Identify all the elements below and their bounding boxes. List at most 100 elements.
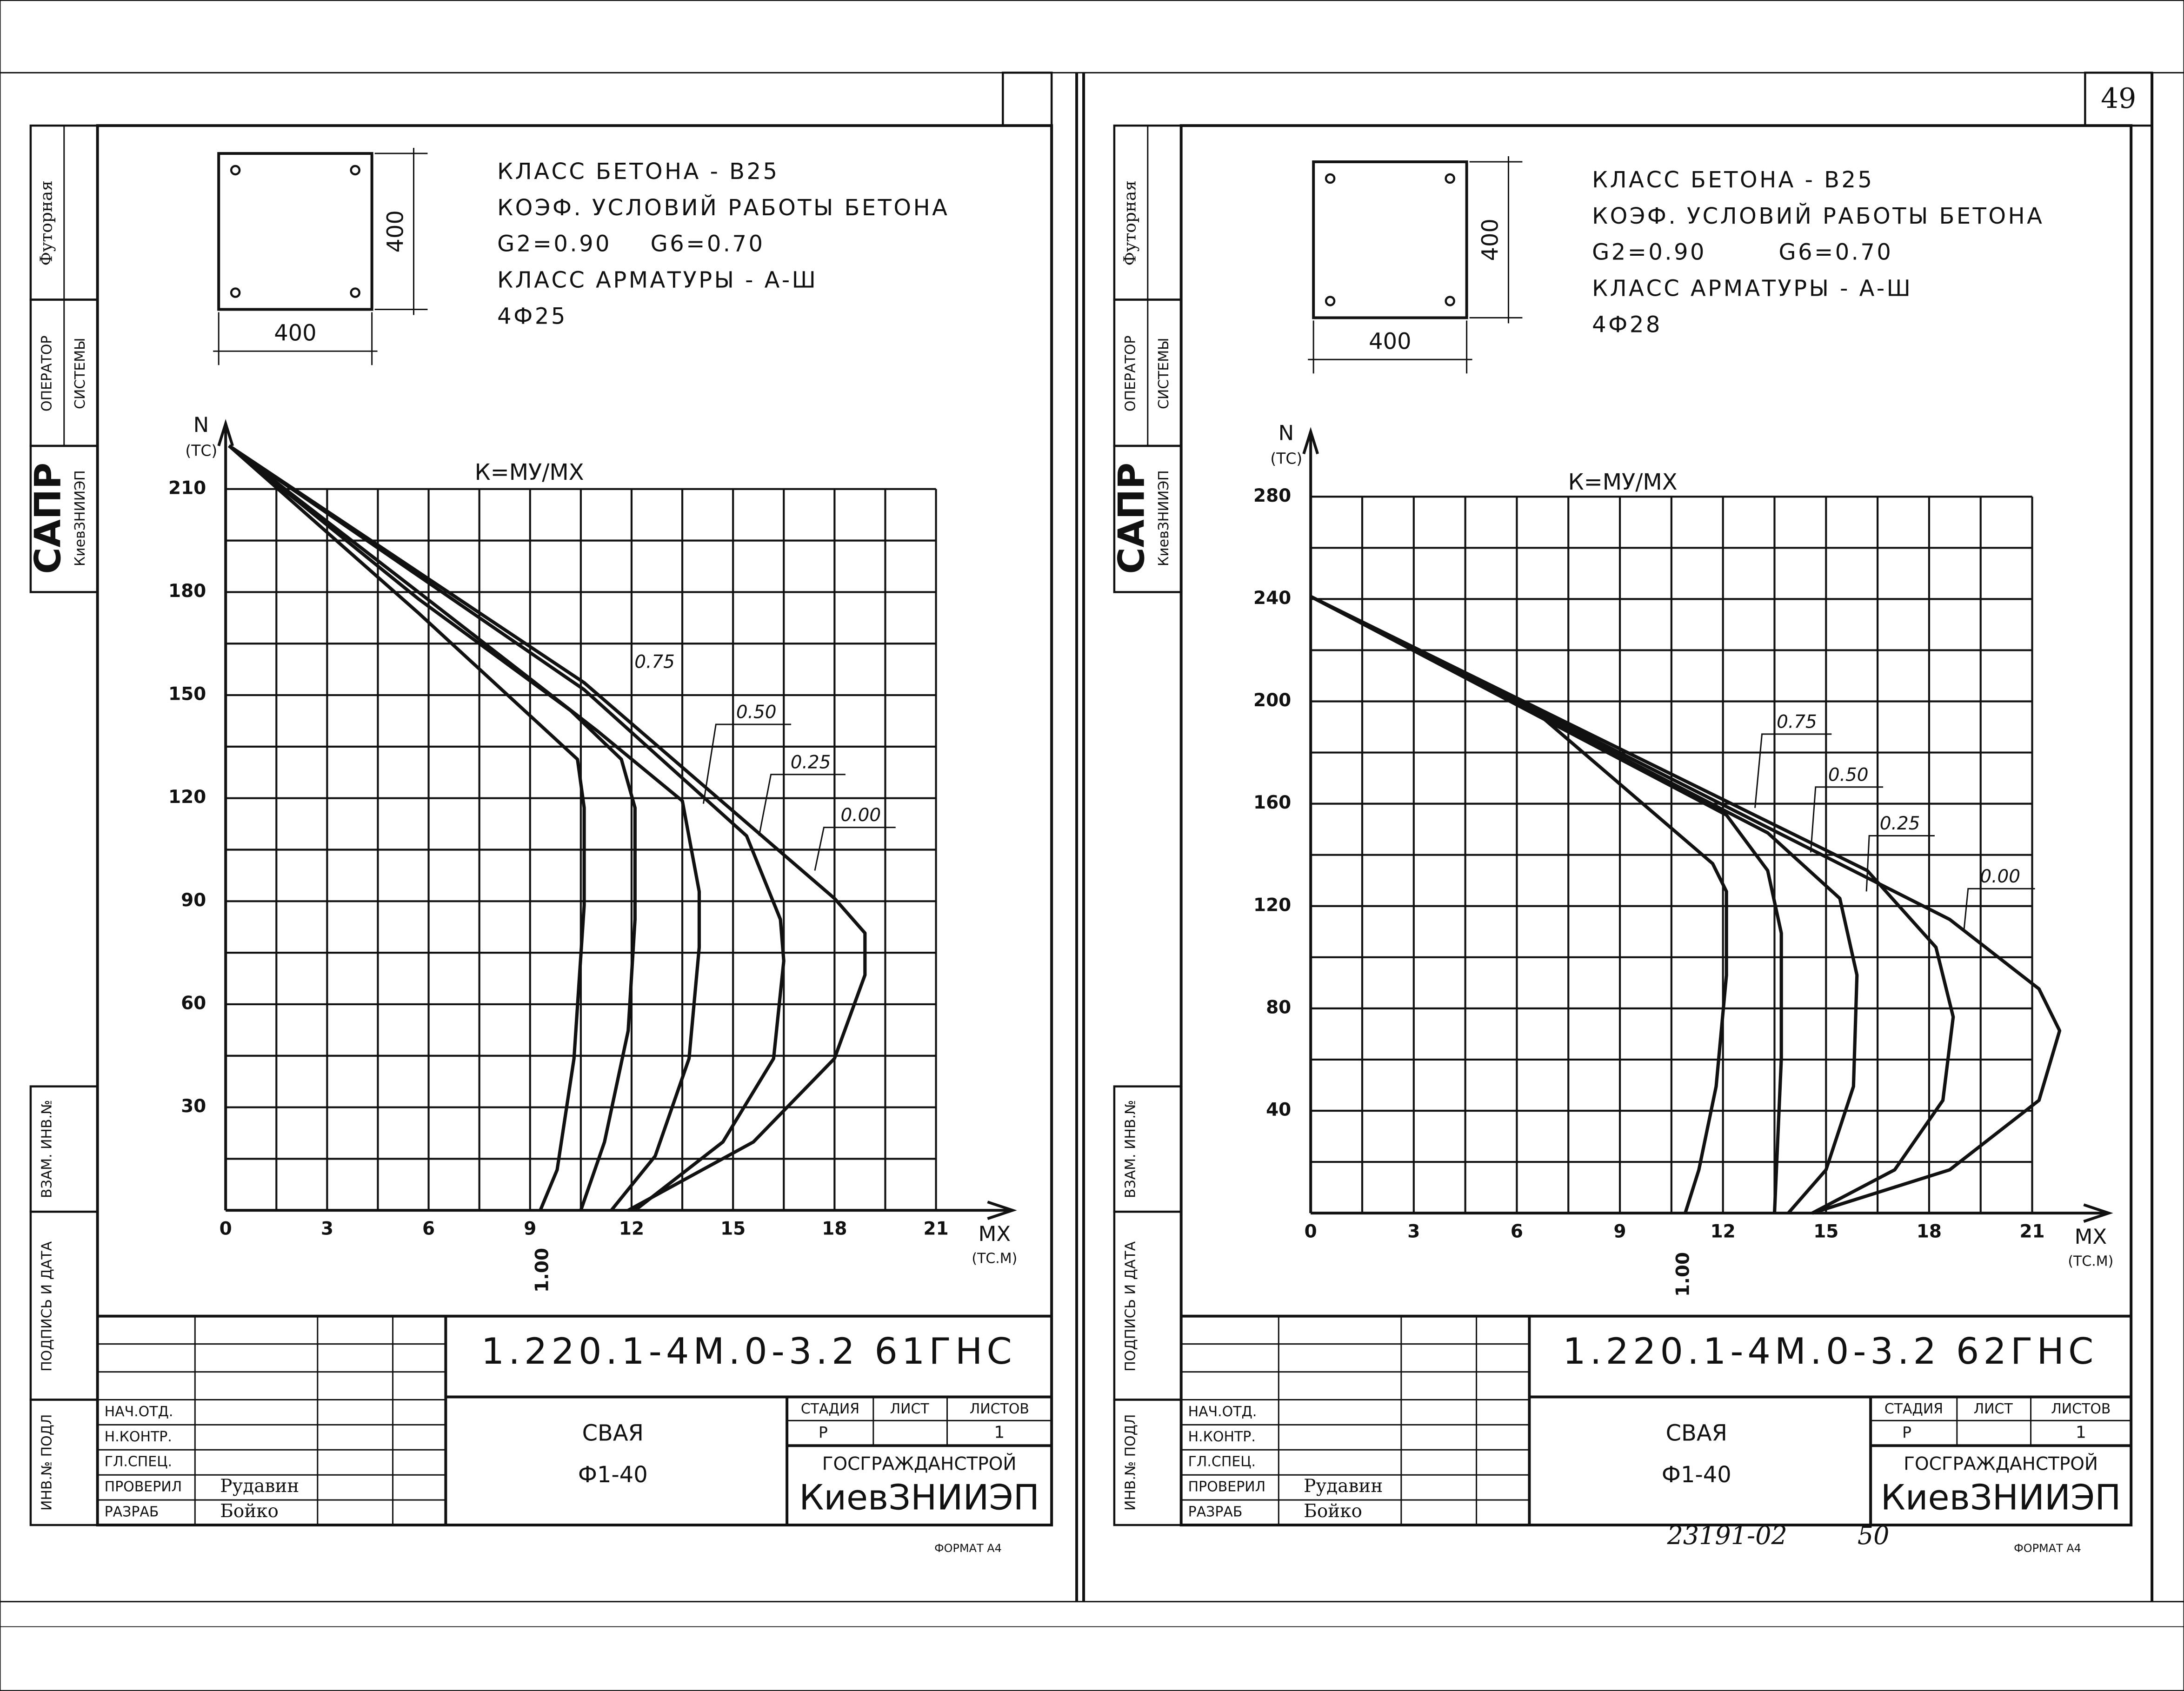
note: 4Ф25: [497, 304, 567, 329]
interaction-curve: [228, 444, 786, 1212]
rebar: [350, 287, 360, 298]
axis-arrow: [1302, 427, 1319, 455]
pile-section: [1312, 160, 1468, 319]
series-label: 0.75: [1777, 711, 1817, 732]
x-tick-label: 18: [822, 1219, 847, 1240]
side-strip-text: ПОДПИСЬ И ДАТА: [1122, 1241, 1139, 1371]
role: ГЛ.СПЕЦ.: [105, 1454, 172, 1470]
x-tick-label: 3: [1407, 1221, 1420, 1242]
x-tick-label: 6: [1511, 1221, 1523, 1242]
role: РАЗРАБ: [1188, 1504, 1243, 1520]
interaction-curve: [1310, 595, 2062, 1215]
y-tick-label: 120: [168, 787, 206, 808]
x-axis-unit: (ТС.М): [972, 1250, 1017, 1267]
axis-arrow: [2083, 1203, 2113, 1223]
interaction-curve: [1310, 595, 1728, 1214]
header-cell: ЛИСТОВ: [970, 1401, 1029, 1417]
side-strip-text: ВЗАМ. ИНВ.№: [39, 1100, 55, 1198]
side-strip-text: ИНВ.№ ПОДЛ: [39, 1414, 55, 1511]
x-tick-label: 0: [220, 1219, 232, 1240]
chart-title: К=МУ/МХ: [1568, 470, 1678, 495]
role: ГЛ.СПЕЦ.: [1188, 1454, 1256, 1470]
rebar: [1325, 173, 1336, 184]
format: ФОРМАТ А4: [2014, 1542, 2081, 1555]
y-tick-label: 210: [168, 477, 206, 498]
interaction-curve: [1310, 595, 1859, 1214]
format: ФОРМАТ А4: [934, 1542, 1002, 1555]
product-mark: Ф1-40: [1662, 1462, 1731, 1488]
side-strip-text: САПР: [1111, 463, 1152, 574]
side-strip-box: [1113, 1399, 1182, 1526]
y-tick-label: 120: [1253, 895, 1291, 915]
note: G6=0.70: [1778, 240, 1893, 265]
rebar: [350, 165, 360, 176]
person: Бойко: [220, 1501, 279, 1522]
x-tick-label: 21: [923, 1219, 948, 1240]
person: Рудавин: [1304, 1476, 1383, 1497]
inner-frame: [96, 124, 1053, 1527]
interaction-curve: [227, 444, 586, 1211]
x-axis-label: МХ: [2075, 1224, 2107, 1249]
y-axis-unit: (ТС): [1270, 450, 1302, 468]
x-tick-label: 21: [2019, 1221, 2044, 1242]
role: РАЗРАБ: [105, 1504, 159, 1520]
person: Рудавин: [220, 1476, 299, 1497]
header-cell: ЛИСТОВ: [2051, 1401, 2111, 1417]
y-tick-label: 240: [1253, 588, 1291, 609]
x-tick-label: 15: [1813, 1221, 1838, 1242]
note: КЛАСС АРМАТУРЫ - А-Ш: [497, 268, 818, 293]
interaction-curve: [228, 444, 637, 1211]
series-label: 1.00: [532, 1248, 553, 1293]
axis-arrow: [217, 419, 234, 446]
product-name: СВАЯ: [1666, 1420, 1727, 1446]
note: 4Ф28: [1592, 312, 1662, 338]
note: КОЭФ. УСЛОВИЙ РАБОТЫ БЕТОНА: [1592, 203, 2044, 229]
y-axis-unit: (ТС): [185, 441, 217, 459]
sheet-count: 1: [994, 1423, 1005, 1442]
document-code: 1.220.1-4М.0-3.2 62ГНС: [1563, 1331, 2097, 1373]
x-tick-label: 9: [524, 1219, 536, 1240]
y-tick-label: 280: [1253, 485, 1291, 506]
document-code: 1.220.1-4М.0-3.2 61ГНС: [481, 1331, 1016, 1373]
x-axis-label: МХ: [979, 1221, 1011, 1246]
x-tick-label: 12: [619, 1219, 644, 1240]
series-label: 0.25: [791, 752, 831, 773]
side-strip-text: ОПЕРАТОР: [1122, 336, 1139, 411]
y-tick-label: 90: [181, 890, 206, 911]
series-label: 0.00: [1980, 866, 2020, 887]
stage: Р: [819, 1423, 828, 1441]
label-leader: [702, 723, 792, 804]
interaction-curve: [1310, 595, 1783, 1214]
side-strip-text: ИНВ.№ ПОДЛ: [1122, 1414, 1139, 1511]
role: НАЧ.ОТД.: [1188, 1404, 1257, 1420]
role: НАЧ.ОТД.: [105, 1404, 173, 1420]
series-label: 0.25: [1880, 813, 1920, 834]
series-label: 0.75: [634, 652, 675, 673]
side-strip-text: ОПЕРАТОР: [39, 336, 55, 411]
header-cell: СТАДИЯ: [1884, 1401, 1943, 1417]
dimension: 400: [1369, 329, 1411, 354]
side-strip-text: КиевЗНИИЭП: [72, 470, 88, 566]
y-tick-label: 60: [181, 993, 206, 1014]
y-tick-label: 40: [1266, 1100, 1291, 1121]
note: G2=0.90: [497, 232, 612, 257]
note: G6=0.70: [651, 232, 765, 257]
label-leader: [1810, 786, 1884, 853]
inner-frame: [1179, 124, 2133, 1527]
y-tick-label: 150: [168, 684, 206, 705]
y-axis-label: N: [193, 412, 209, 437]
header-cell: СТАДИЯ: [801, 1401, 859, 1417]
sheet-count: 1: [2076, 1423, 2086, 1442]
corner-box: [1002, 72, 1053, 127]
side-strip-text: КиевЗНИИЭП: [1156, 470, 1172, 566]
role: Н.КОНТР.: [105, 1429, 172, 1445]
label-leader: [1754, 733, 1832, 808]
x-tick-label: 12: [1711, 1221, 1736, 1242]
pile-section: [217, 152, 373, 311]
side-strip-text: ПОДПИСЬ И ДАТА: [39, 1241, 55, 1371]
header-cell: ЛИСТ: [890, 1401, 930, 1417]
series-label: 1.00: [1672, 1252, 1693, 1297]
side-strip-text: САПР: [27, 463, 69, 574]
